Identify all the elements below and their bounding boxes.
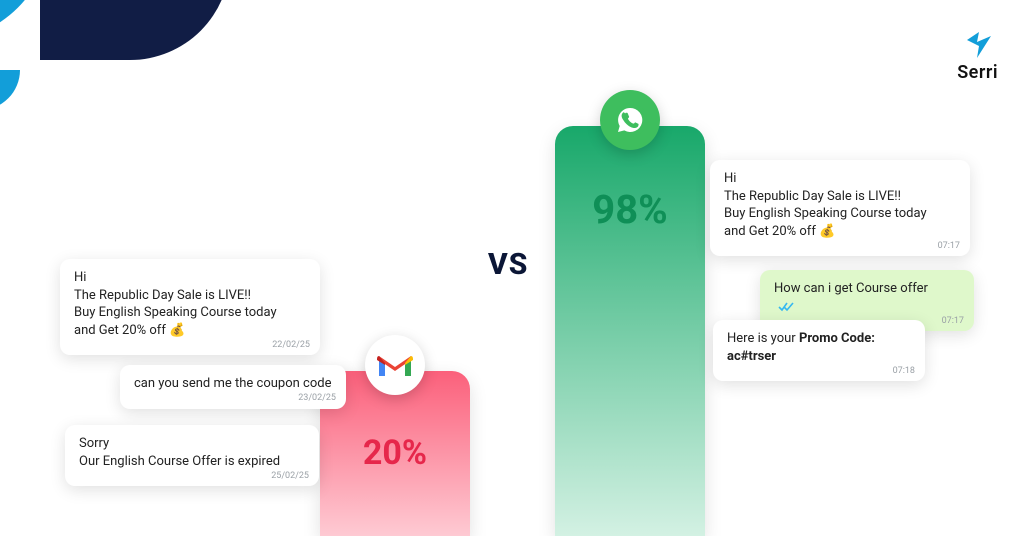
email-bubble: SorryOur English Course Offer is expired… xyxy=(65,425,319,486)
gmail-icon xyxy=(365,335,425,395)
brand-logo: Serri xyxy=(957,30,998,83)
chat-bubble: HiThe Republic Day Sale is LIVE!!Buy Eng… xyxy=(710,160,970,256)
bar-email-percent: 20% xyxy=(320,433,470,473)
bubble-time: 23/02/25 xyxy=(298,392,336,404)
bubble-time: 25/02/25 xyxy=(271,470,309,482)
bubble-time: 07:17 xyxy=(942,315,964,327)
whatsapp-icon xyxy=(600,90,660,150)
serri-icon xyxy=(961,30,995,60)
chat-bubble: Here is your Promo Code: ac#trser07:18 xyxy=(713,320,925,381)
brand-name: Serri xyxy=(957,62,998,83)
email-bubble: can you send me the coupon code23/02/25 xyxy=(120,365,346,409)
decor-blob-light-2 xyxy=(0,70,20,110)
email-bubble: HiThe Republic Day Sale is LIVE!!Buy Eng… xyxy=(60,259,320,355)
bubble-time: 07:18 xyxy=(893,365,915,377)
bar-chat: 98% xyxy=(555,126,705,536)
bubble-time: 07:17 xyxy=(938,240,960,252)
vs-label: VS xyxy=(488,247,528,282)
bar-chat-percent: 98% xyxy=(555,186,705,233)
decor-blob-dark xyxy=(40,0,230,60)
read-ticks-icon xyxy=(778,300,794,318)
bubble-time: 22/02/25 xyxy=(272,339,310,351)
